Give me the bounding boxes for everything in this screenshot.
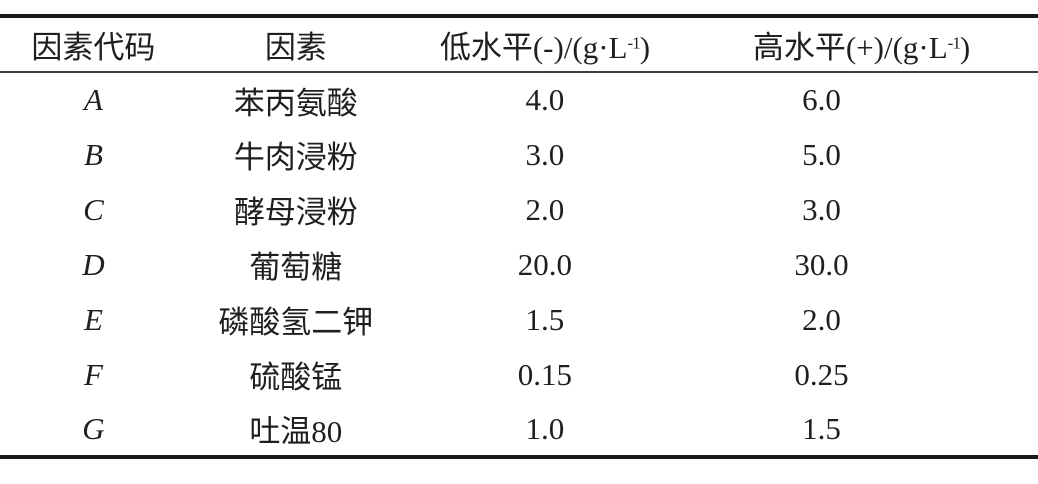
col-header-high-level: 高水平(+)/(g·L-1) — [685, 16, 1038, 72]
factor-name-cell: 磷酸氢二钾 — [218, 305, 374, 340]
high-level-cell: 0.25 — [794, 356, 849, 392]
factor-name-cell: 酵母浸粉 — [233, 195, 358, 230]
low-level-cell: 1.5 — [525, 301, 565, 337]
factor-code-cell: D — [82, 246, 105, 282]
high-level-unit-exponent: -1 — [947, 33, 961, 53]
low-level-cell: 20.0 — [517, 246, 573, 282]
col-header-factor-code-label: 因素代码 — [31, 30, 156, 65]
factor-name-cell: 硫酸锰 — [249, 360, 343, 395]
col-header-low-level: 低水平(-)/(g·L-1) — [405, 16, 685, 72]
table-row-factor-f: F 硫酸锰 0.15 0.25 — [0, 347, 1038, 402]
factor-level-table: 因素代码 因素 低水平(-)/(g·L-1) 高水平(+)/(g·L-1) A … — [0, 14, 1038, 459]
table-row-factor-b: B 牛肉浸粉 3.0 5.0 — [0, 127, 1038, 182]
low-level-cell: 2.0 — [525, 191, 565, 227]
table-header: 因素代码 因素 低水平(-)/(g·L-1) 高水平(+)/(g·L-1) — [0, 16, 1038, 72]
col-header-factor-label: 因素 — [264, 30, 327, 65]
factor-code-cell: E — [83, 301, 103, 337]
col-header-high-level-label: 高水平(+)/(g·L — [752, 30, 948, 65]
factor-code-cell: G — [82, 410, 105, 446]
table-row-factor-g: G 吐温80 1.0 1.5 — [0, 402, 1038, 457]
low-level-unit-exponent: -1 — [627, 33, 641, 53]
factor-code-cell: F — [83, 356, 103, 392]
low-level-cell: 1.0 — [525, 410, 565, 446]
high-level-cell: 3.0 — [802, 191, 841, 227]
high-level-cell: 6.0 — [802, 82, 841, 117]
low-level-cell: 0.15 — [517, 356, 573, 392]
factor-name-cell: 葡萄糖 — [249, 250, 343, 285]
high-level-cell: 5.0 — [802, 136, 841, 172]
factor-code-cell: A — [83, 82, 103, 117]
high-level-cell: 2.0 — [802, 301, 841, 337]
col-header-factor-code: 因素代码 — [0, 16, 187, 72]
table-body: A 苯丙氨酸 4.0 6.0 B 牛肉浸粉 3.0 5.0 C 酵母浸粉 2.0… — [0, 72, 1038, 457]
factor-name-cell: 牛肉浸粉 — [233, 140, 358, 175]
high-level-cell: 30.0 — [794, 246, 849, 282]
table-row-factor-d: D 葡萄糖 20.0 30.0 — [0, 237, 1038, 292]
col-header-low-level-suffix: ) — [639, 30, 651, 65]
table-row-factor-e: E 磷酸氢二钾 1.5 2.0 — [0, 292, 1038, 347]
table-row-factor-c: C 酵母浸粉 2.0 3.0 — [0, 182, 1038, 237]
col-header-high-level-suffix: ) — [959, 30, 971, 65]
col-header-low-level-label: 低水平(-)/(g·L — [439, 30, 628, 65]
col-header-factor: 因素 — [187, 16, 405, 72]
factor-name-cell: 苯丙氨酸 — [233, 85, 358, 121]
high-level-cell: 1.5 — [802, 410, 841, 446]
factor-code-cell: B — [83, 136, 103, 172]
header-row: 因素代码 因素 低水平(-)/(g·L-1) 高水平(+)/(g·L-1) — [0, 16, 1038, 72]
factor-name-cell: 吐温80 — [249, 414, 343, 449]
low-level-cell: 3.0 — [525, 136, 565, 172]
table-row-factor-a: A 苯丙氨酸 4.0 6.0 — [0, 72, 1038, 127]
factor-code-cell: C — [83, 191, 104, 227]
low-level-cell: 4.0 — [525, 82, 565, 117]
